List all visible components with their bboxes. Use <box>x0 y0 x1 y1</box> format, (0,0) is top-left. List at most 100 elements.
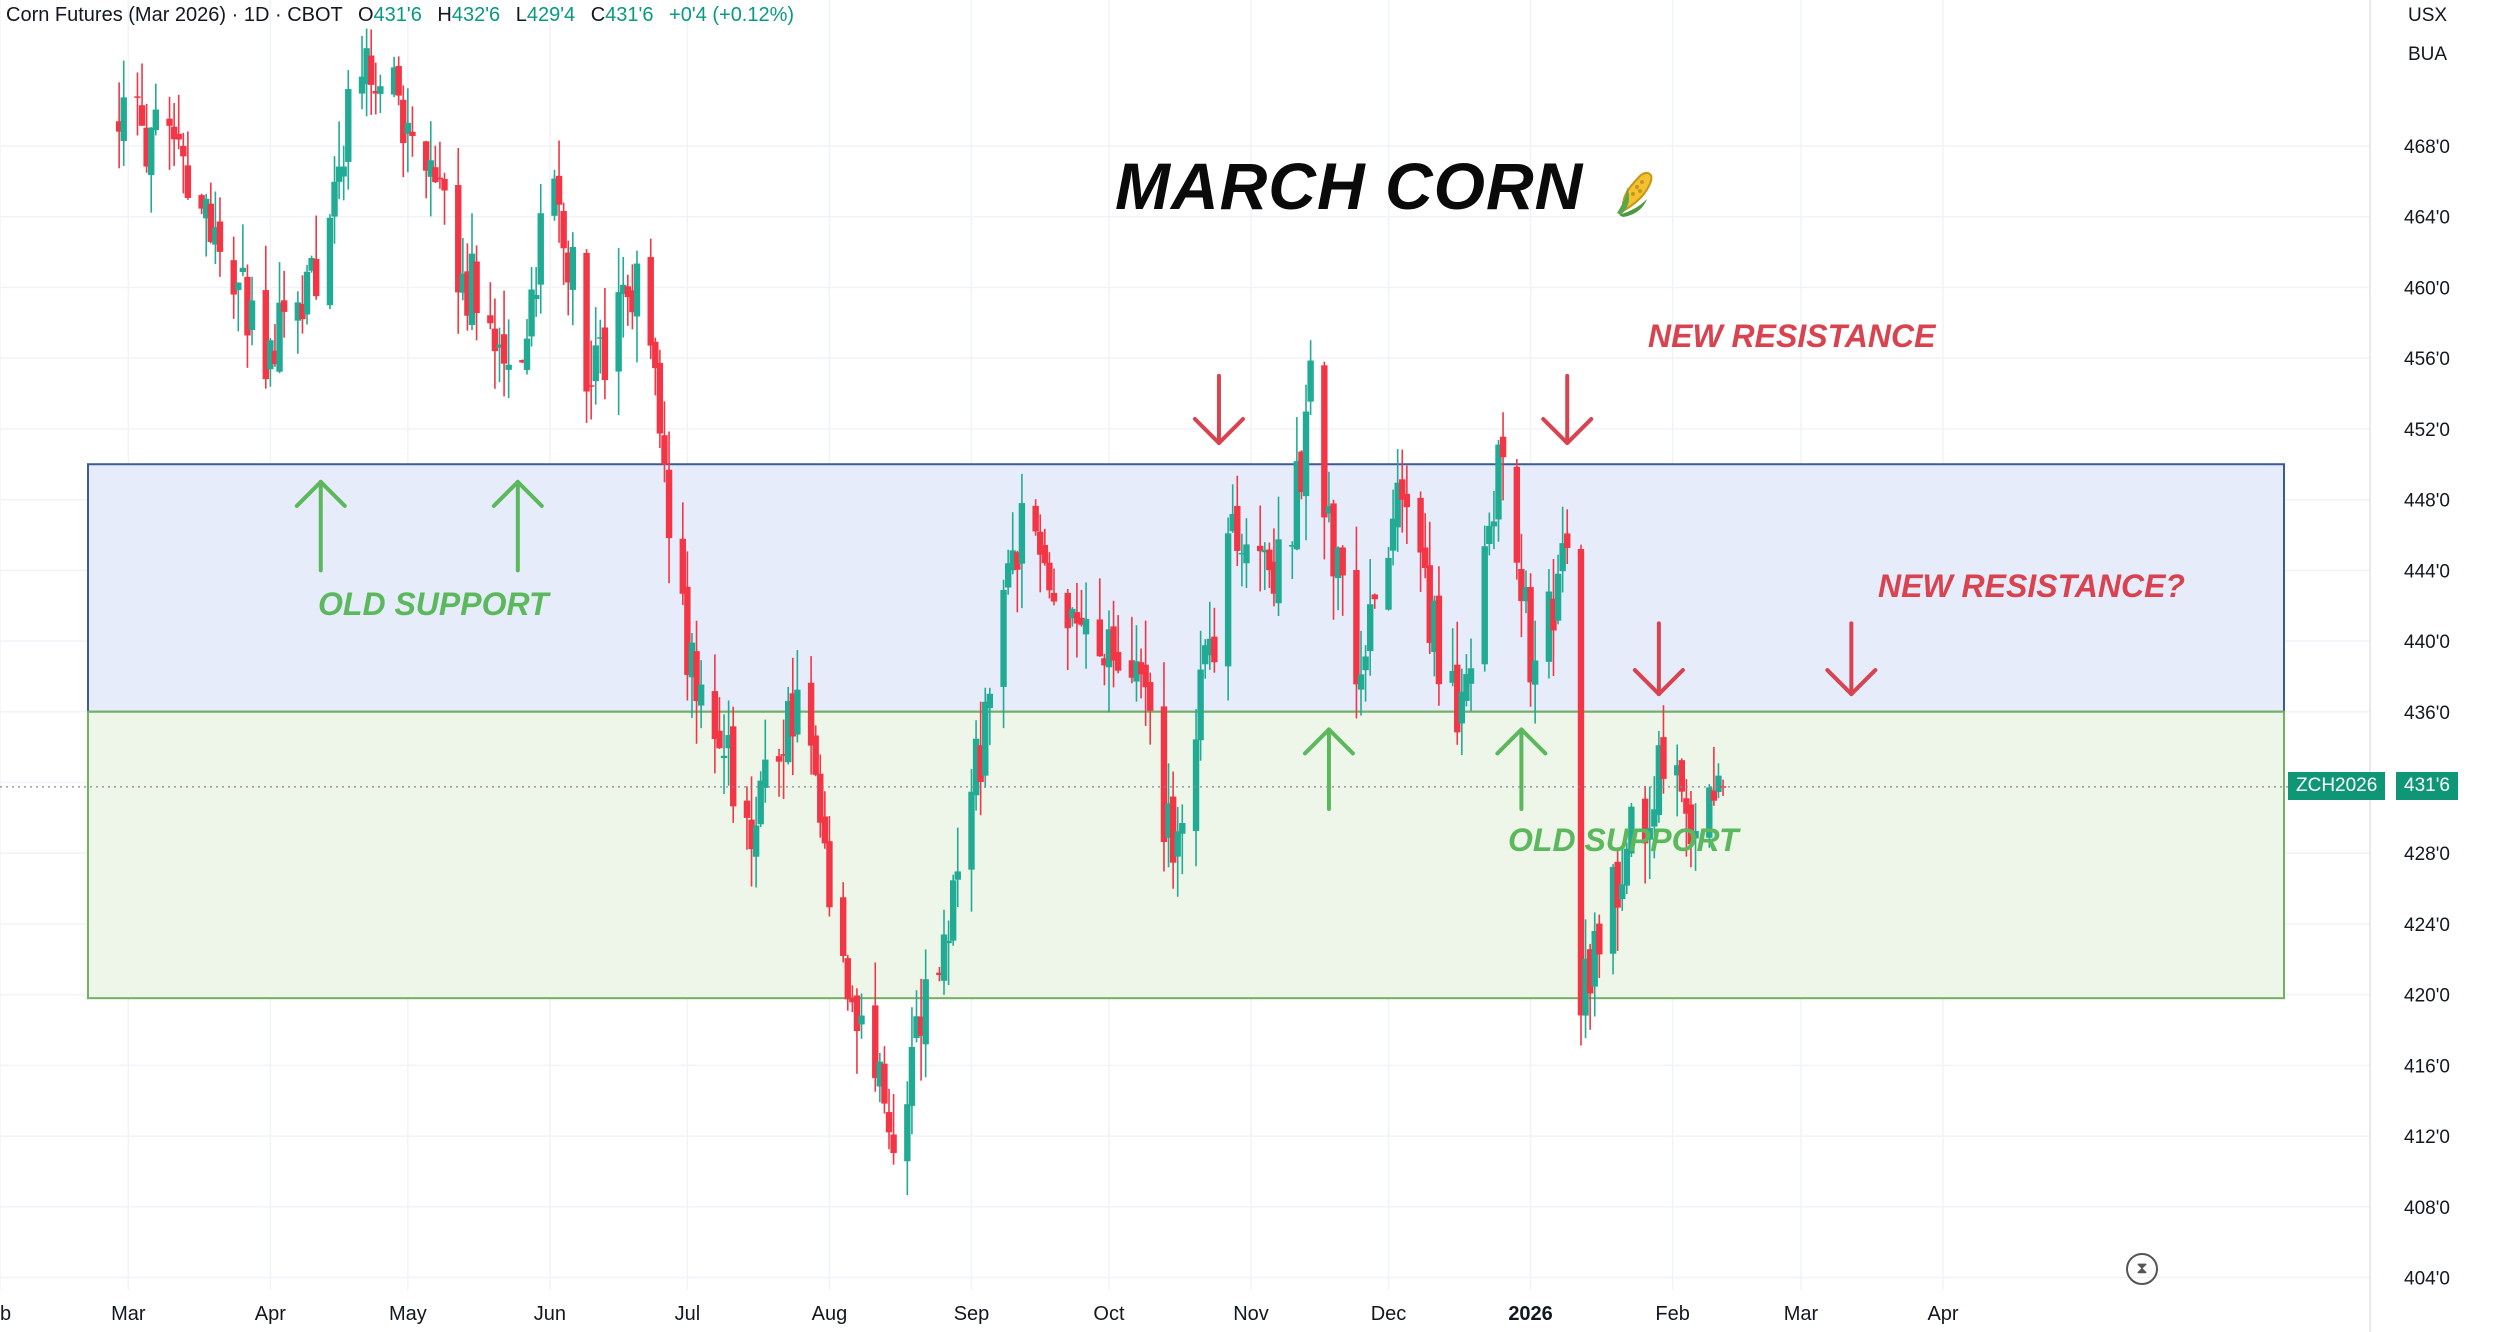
candle <box>523 319 531 375</box>
candle-body <box>271 350 279 364</box>
candle <box>468 213 476 330</box>
candle-body <box>1307 360 1314 402</box>
candle-body <box>565 252 572 283</box>
candle-body <box>1266 549 1273 571</box>
candle-body <box>881 1063 888 1104</box>
candle-body <box>235 282 242 291</box>
candle-body <box>441 178 448 191</box>
candle-body <box>248 300 256 330</box>
candle <box>198 193 205 215</box>
candle-body <box>1403 493 1411 508</box>
candle <box>908 1007 916 1135</box>
volume-unit[interactable]: BUA <box>2408 44 2448 65</box>
candle-body <box>138 105 146 126</box>
candle <box>688 633 696 719</box>
candle-body <box>1674 765 1681 776</box>
candle <box>1046 552 1053 599</box>
candle-body <box>152 109 160 131</box>
candle <box>491 298 499 389</box>
hourglass-icon[interactable]: ⧗ <box>2126 1253 2158 1285</box>
candle <box>1082 582 1090 669</box>
candle-body <box>858 1015 865 1025</box>
candle <box>807 656 815 775</box>
candle-body <box>120 97 127 142</box>
candle-body <box>1531 660 1539 685</box>
candle <box>757 771 764 827</box>
candle-body <box>1018 503 1026 564</box>
candle-body <box>844 958 851 1000</box>
candle-body <box>1229 513 1236 532</box>
arrow-up-icon <box>1302 727 1355 811</box>
candle-body <box>620 284 627 294</box>
candle-body <box>1110 626 1117 661</box>
candle-body <box>1046 562 1053 591</box>
support-zone <box>87 710 2285 1000</box>
candle-body <box>1289 544 1296 547</box>
candle <box>1371 593 1378 609</box>
candle <box>633 250 641 363</box>
candle-body <box>496 344 503 348</box>
candle-body <box>633 263 641 317</box>
candle <box>743 786 751 850</box>
candle <box>977 701 984 816</box>
candle-body <box>464 271 471 316</box>
candle-body <box>1715 775 1722 793</box>
candle-body <box>977 745 984 783</box>
currency-unit[interactable]: USX <box>2408 5 2448 26</box>
candle <box>1302 384 1310 541</box>
candle-body <box>1325 505 1333 514</box>
candle-body <box>1687 804 1695 845</box>
candle <box>982 687 989 788</box>
candle <box>294 291 302 354</box>
candle <box>395 56 402 106</box>
candle <box>390 56 398 98</box>
candle <box>1706 784 1713 848</box>
candle <box>1710 746 1718 806</box>
candle <box>1715 763 1722 799</box>
candle <box>661 401 668 483</box>
arrow-up-icon <box>491 479 544 573</box>
candle-body <box>789 693 796 737</box>
price-tick-label: 440'0 <box>2404 632 2450 653</box>
candle-body <box>519 360 526 363</box>
candle-body <box>720 755 728 759</box>
candle-body <box>1037 531 1044 555</box>
candle-body <box>725 735 732 749</box>
candle-body <box>684 586 691 675</box>
candle-body <box>1564 533 1571 548</box>
candle-body <box>1678 760 1685 792</box>
candle-body <box>1032 505 1039 532</box>
candle-body <box>711 691 719 740</box>
candle <box>377 74 384 113</box>
candle-body <box>1050 592 1058 602</box>
new-resistance-label: NEW RESISTANCE <box>1648 318 1936 354</box>
candle-body <box>954 871 961 880</box>
candle <box>1481 525 1488 672</box>
candle-body <box>372 90 379 94</box>
time-tick-label: Apr <box>1927 1303 1958 1325</box>
candle-body <box>1257 545 1264 552</box>
candle-body <box>1160 706 1168 843</box>
candle <box>1133 625 1140 702</box>
candle-body <box>1174 831 1181 857</box>
candle <box>917 978 925 1081</box>
candle <box>748 776 755 887</box>
candle <box>1389 489 1397 566</box>
candle <box>679 502 686 605</box>
candle-body <box>1202 645 1209 665</box>
high-value: 432'6 <box>451 4 501 26</box>
candle <box>404 88 412 173</box>
candle <box>1298 450 1305 500</box>
candle-body <box>1334 547 1342 579</box>
candle <box>922 949 929 1078</box>
price-zones <box>87 463 2285 1000</box>
candle-body <box>115 121 123 132</box>
candle <box>1339 545 1346 616</box>
price-tick-label: 436'0 <box>2404 703 2450 724</box>
candle <box>945 920 952 986</box>
candle-body <box>949 880 957 941</box>
arrow-down-icon <box>1541 373 1594 446</box>
candle <box>1527 573 1534 707</box>
candle <box>1467 638 1475 711</box>
